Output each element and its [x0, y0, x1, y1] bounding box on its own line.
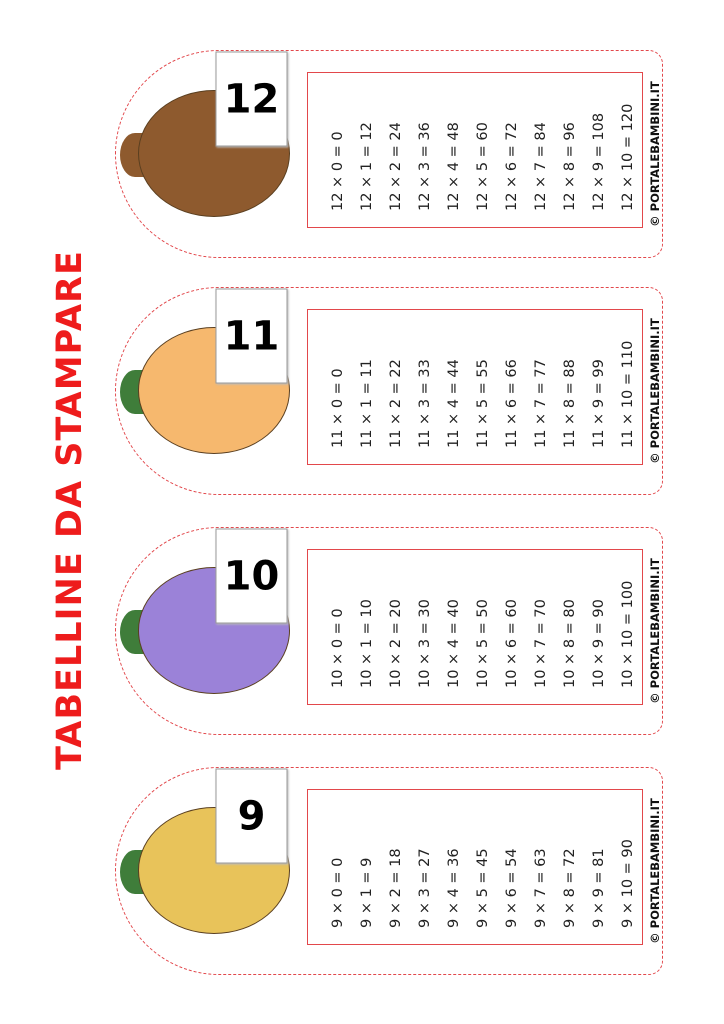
table-row: 11 × 9 = 99 — [591, 359, 607, 448]
table-row: 11 × 1 = 11 — [359, 359, 375, 448]
table-row: 10 × 6 = 60 — [504, 599, 520, 688]
table-row: 11 × 7 = 77 — [533, 359, 549, 448]
table-row: 11 × 8 = 88 — [562, 359, 578, 448]
table-row: 10 × 9 = 90 — [591, 599, 607, 688]
table-row: 11 × 3 = 33 — [417, 359, 433, 448]
table-row: 11 × 4 = 44 — [446, 359, 462, 448]
table-row: 12 × 7 = 84 — [533, 122, 549, 211]
times-table-box: 9 × 0 = 0 9 × 1 = 9 9 × 2 = 18 9 × 3 = 27 9 … — [307, 789, 643, 945]
table-row: 9 × 8 = 72 — [562, 848, 578, 928]
table-row: 12 × 8 = 96 — [562, 122, 578, 211]
page-title: TABELLINE DA STAMPARE — [50, 250, 90, 770]
table-row: 10 × 5 = 50 — [475, 599, 491, 688]
table-row: 9 × 4 = 36 — [446, 848, 462, 928]
table-row: 10 × 0 = 0 — [330, 608, 346, 688]
table-row: 10 × 3 = 30 — [417, 599, 433, 688]
number-sign: 10 — [215, 528, 288, 624]
table-row: 12 × 0 = 0 — [330, 131, 346, 211]
table-row: 12 × 4 = 48 — [446, 122, 462, 211]
copyright: © PORTALEBAMBINI.IT — [648, 81, 662, 227]
bookmark-11: 11 11 × 0 = 0 11 × 1 = 11 11 × 2 = 22 11 × 3… — [115, 287, 663, 495]
bookmark-10: 10 10 × 0 = 0 10 × 1 = 10 10 × 2 = 20 10 × 3… — [115, 527, 663, 735]
table-row: 12 × 1 = 12 — [359, 122, 375, 211]
table-row: 9 × 9 = 81 — [591, 848, 607, 928]
table-row: 12 × 5 = 60 — [475, 122, 491, 211]
table-row: 9 × 1 = 9 — [359, 857, 375, 928]
table-row: 11 × 10 = 110 — [620, 340, 636, 448]
copyright: © PORTALEBAMBINI.IT — [648, 798, 662, 944]
table-row: 9 × 5 = 45 — [475, 848, 491, 928]
table-row: 10 × 2 = 20 — [388, 599, 404, 688]
table-row: 12 × 3 = 36 — [417, 122, 433, 211]
table-row: 10 × 10 = 100 — [620, 580, 636, 688]
table-row: 11 × 5 = 55 — [475, 359, 491, 448]
times-table-box: 12 × 0 = 0 12 × 1 = 12 12 × 2 = 24 12 × 3 =… — [307, 72, 643, 228]
bookmark-12: 12 12 × 0 = 0 12 × 1 = 12 12 × 2 = 24 12 × 3… — [115, 50, 663, 258]
table-row: 11 × 2 = 22 — [388, 359, 404, 448]
table-row: 12 × 9 = 108 — [591, 112, 607, 211]
table-row: 9 × 6 = 54 — [504, 848, 520, 928]
table-row: 9 × 10 = 90 — [620, 839, 636, 928]
table-row: 10 × 4 = 40 — [446, 599, 462, 688]
times-table-box: 10 × 0 = 0 10 × 1 = 10 10 × 2 = 20 10 × 3 =… — [307, 549, 643, 705]
table-row: 10 × 1 = 10 — [359, 599, 375, 688]
table-row: 12 × 10 = 120 — [620, 103, 636, 211]
number-sign: 9 — [215, 768, 288, 864]
copyright: © PORTALEBAMBINI.IT — [648, 318, 662, 464]
table-row: 10 × 8 = 80 — [562, 599, 578, 688]
table-row: 10 × 7 = 70 — [533, 599, 549, 688]
table-row: 11 × 0 = 0 — [330, 368, 346, 448]
table-row: 12 × 2 = 24 — [388, 122, 404, 211]
number-sign: 11 — [215, 288, 288, 384]
table-row: 9 × 3 = 27 — [417, 848, 433, 928]
copyright: © PORTALEBAMBINI.IT — [648, 558, 662, 704]
table-row: 9 × 2 = 18 — [388, 848, 404, 928]
table-row: 11 × 6 = 66 — [504, 359, 520, 448]
number-sign: 12 — [215, 51, 288, 147]
table-row: 9 × 7 = 63 — [533, 848, 549, 928]
table-row: 9 × 0 = 0 — [330, 857, 346, 928]
table-row: 12 × 6 = 72 — [504, 122, 520, 211]
times-table-box: 11 × 0 = 0 11 × 1 = 11 11 × 2 = 22 11 × 3 =… — [307, 309, 643, 465]
